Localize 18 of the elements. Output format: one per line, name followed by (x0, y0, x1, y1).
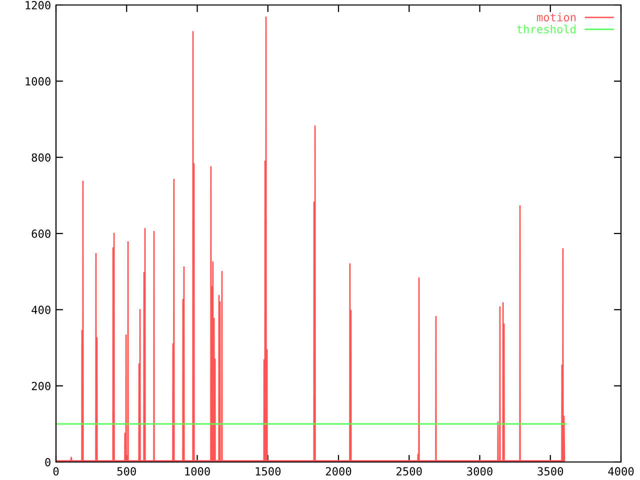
legend-label: threshold (517, 24, 576, 34)
x-tick-label: 3500 (538, 467, 564, 476)
x-tick-label: 4000 (608, 467, 634, 476)
x-tick-label: 500 (117, 467, 136, 476)
x-tick-label: 2500 (396, 467, 422, 476)
y-tick-label: 600 (32, 230, 50, 238)
y-tick-label: 1200 (26, 1, 50, 10)
y-tick-label: 200 (32, 382, 50, 390)
y-tick-label: 400 (32, 306, 50, 314)
legend-label: motion (537, 12, 576, 22)
x-tick-label: 3000 (467, 467, 492, 476)
x-tick-label: 0 (53, 467, 59, 476)
x-tick-label: 1500 (256, 467, 281, 476)
y-tick-label: 1000 (26, 77, 50, 86)
y-tick-label: 0 (45, 458, 50, 466)
x-tick-label: 2000 (326, 467, 352, 476)
x-tick-label: 1000 (185, 467, 210, 476)
y-tick-label: 800 (32, 153, 50, 162)
